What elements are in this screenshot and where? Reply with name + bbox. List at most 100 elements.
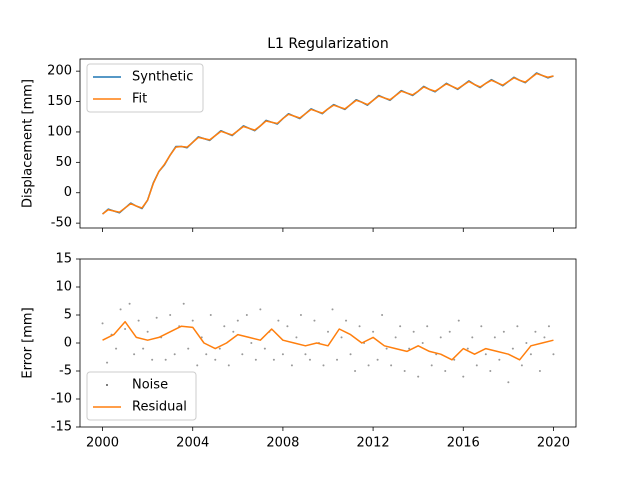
plot-area — [101, 302, 555, 384]
y-tick-label: 15 — [55, 252, 72, 267]
legend: Synthetic Fit — [86, 63, 204, 113]
scatter-point — [534, 330, 537, 333]
scatter-point — [484, 353, 487, 356]
scatter-point — [236, 319, 239, 322]
scatter-point — [529, 353, 532, 356]
scatter-point — [245, 314, 248, 316]
legend-marker — [106, 384, 108, 386]
y-tick-label: -10 — [51, 392, 72, 407]
y-axis-label: Error [mm] — [21, 307, 36, 378]
scatter-point — [457, 319, 460, 322]
scatter-point — [493, 336, 496, 339]
scatter-point — [340, 336, 343, 339]
scatter-point — [124, 328, 127, 330]
legend-label: Synthetic — [132, 70, 193, 85]
axes: Error [mm] -15 -10 -5 0 5 10 15 2000 2004 2008 2012… — [21, 252, 577, 451]
scatter-point — [281, 353, 284, 356]
scatter-point — [322, 364, 325, 367]
scatter-point — [227, 364, 230, 367]
scatter-point — [448, 330, 451, 333]
y-tick-label: 0 — [64, 336, 72, 351]
y-tick-label: 100 — [47, 124, 72, 139]
scatter-point — [399, 325, 402, 328]
x-tick-label: 2020 — [537, 436, 570, 451]
y-tick-label: -50 — [51, 216, 72, 231]
scatter-point — [444, 370, 447, 372]
scatter-point — [489, 370, 492, 372]
scatter-point — [232, 330, 235, 333]
scatter-point — [336, 358, 339, 361]
scatter-point — [498, 358, 501, 361]
scatter-point — [430, 364, 433, 367]
scatter-point — [115, 347, 118, 350]
x-tick-label: 2016 — [447, 436, 480, 451]
y-tick-label: 150 — [47, 94, 72, 109]
y-tick-label: 200 — [47, 64, 72, 79]
scatter-point — [354, 370, 357, 372]
scatter-point — [308, 358, 311, 361]
scatter-point — [286, 325, 289, 328]
scatter-point — [155, 316, 158, 319]
scatter-point — [349, 353, 352, 356]
scatter-point — [101, 322, 104, 325]
y-tick-label: -5 — [59, 364, 72, 379]
scatter-point — [191, 319, 194, 322]
data-line — [102, 320, 554, 361]
scatter-point — [295, 336, 298, 339]
scatter-point — [358, 325, 361, 328]
x-tick-label: 2000 — [86, 436, 119, 451]
scatter-point — [137, 319, 140, 322]
scatter-point — [218, 347, 221, 350]
scatter-point — [538, 370, 541, 372]
scatter-point — [169, 314, 172, 316]
scatter-point — [254, 358, 257, 361]
scatter-point — [196, 364, 199, 367]
data-line — [102, 72, 554, 215]
scatter-point — [520, 364, 523, 367]
scatter-point — [412, 330, 415, 333]
scatter-point — [214, 358, 217, 361]
scatter-point — [511, 347, 514, 350]
scatter-point — [146, 330, 149, 333]
scatter-point — [552, 353, 555, 356]
legend-label: Residual — [132, 400, 187, 415]
legend: Noise Residual — [86, 371, 197, 421]
scatter-point — [502, 330, 505, 333]
scatter-point — [426, 325, 429, 328]
chart-title: L1 Regularization — [267, 36, 389, 52]
axes-frame — [79, 258, 577, 428]
x-tick-label: 2008 — [266, 436, 299, 451]
scatter-point — [345, 319, 348, 322]
scatter-point — [128, 302, 131, 305]
scatter-point — [390, 364, 393, 367]
scatter-point — [475, 364, 478, 367]
y-tick-label: 0 — [64, 185, 72, 200]
scatter-point — [250, 342, 253, 344]
scatter-point — [151, 358, 154, 361]
plot-area — [102, 72, 554, 215]
y-axis-label: Displacement [mm] — [21, 79, 36, 208]
scatter-point — [453, 358, 456, 361]
scatter-point — [241, 353, 244, 356]
x-tick-label: 2012 — [357, 436, 390, 451]
scatter-point — [376, 358, 379, 361]
scatter-point — [372, 330, 375, 333]
legend-box — [86, 63, 204, 113]
scatter-point — [182, 302, 185, 305]
scatter-point — [277, 319, 280, 322]
scatter-point — [313, 319, 316, 322]
scatter-point — [187, 347, 190, 350]
scatter-point — [272, 358, 275, 361]
scatter-point — [119, 308, 122, 311]
scatter-point — [507, 381, 510, 384]
scatter-point — [417, 375, 420, 378]
scatter-point — [304, 353, 307, 356]
scatter-point — [471, 336, 474, 339]
legend-label: Fit — [132, 92, 147, 107]
scatter-point — [259, 308, 262, 311]
scatter-point — [299, 314, 302, 316]
scatter-point — [223, 325, 226, 328]
scatter-point — [543, 336, 546, 339]
scatter-point — [142, 347, 145, 350]
